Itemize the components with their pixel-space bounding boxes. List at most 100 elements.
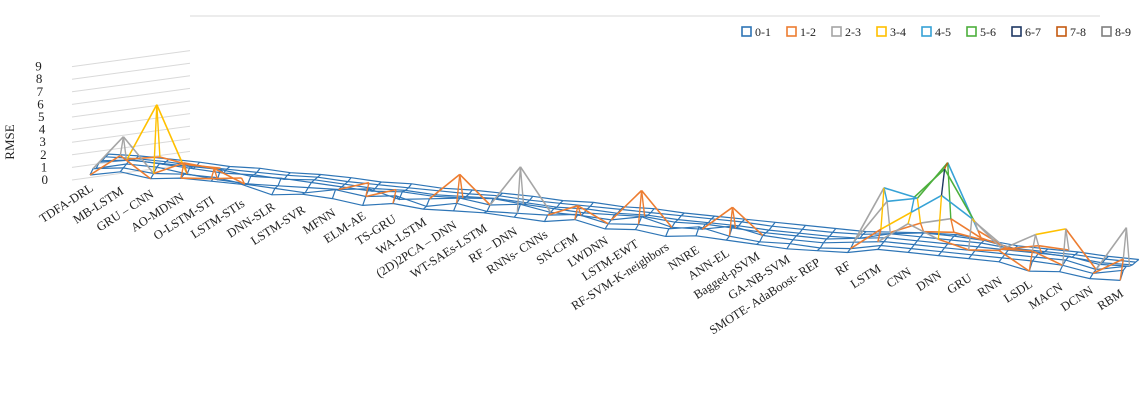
legend-swatch: [921, 26, 932, 37]
legend-swatch: [1011, 26, 1022, 37]
surface-segment: [998, 248, 1003, 252]
surface-segment: [1119, 258, 1124, 281]
surface-segment: [950, 218, 955, 233]
surface-segment: [183, 162, 215, 170]
legend-label: 0-1: [755, 25, 771, 39]
surface-segment: [1125, 227, 1131, 267]
legend-swatch: [786, 26, 797, 37]
surface-segment: [907, 212, 912, 224]
floor-col-line: [937, 234, 958, 256]
surface-segment: [1034, 234, 1040, 246]
floor-col-line: [877, 231, 897, 250]
surface-segment: [516, 166, 522, 214]
surface-segment: [1037, 245, 1043, 254]
surface-segment: [937, 195, 943, 240]
surface-segment: [910, 194, 942, 213]
floor-col-line: [907, 232, 927, 253]
surface-segment: [977, 230, 982, 239]
surface-segment: [213, 167, 245, 185]
surface-segment: [880, 211, 912, 230]
gridline: [71, 163, 191, 181]
surface-segment: [119, 136, 125, 156]
category-label: LSTM: [848, 261, 884, 291]
floor-col-line: [816, 228, 837, 252]
surface-segment: [1065, 228, 1097, 270]
floor-col-line: [331, 177, 352, 199]
surface-segment: [637, 190, 643, 225]
z-axis-label: RMSE: [2, 124, 17, 159]
surface-segment: [913, 168, 946, 198]
surface-segment: [640, 190, 646, 217]
legend-swatch: [1101, 26, 1112, 37]
z-tick-label: 4: [39, 122, 46, 137]
legend-swatch: [876, 26, 887, 37]
floor-col-line: [665, 212, 685, 237]
category-label: RF: [833, 258, 853, 278]
surface-segment: [1032, 250, 1064, 267]
surface-segment: [125, 104, 158, 161]
gridline: [71, 62, 191, 80]
surface-segment: [365, 182, 370, 197]
surface-segment: [947, 162, 952, 219]
surface-segment: [887, 197, 918, 203]
surface-segment: [1122, 227, 1128, 260]
surface-segment: [968, 249, 1000, 252]
surface-segment: [941, 194, 973, 220]
surface-segment: [1095, 227, 1128, 270]
surface-segment: [210, 168, 215, 179]
surface-segment: [1062, 228, 1067, 266]
surface-segment: [1065, 228, 1070, 251]
surface-segment: [943, 168, 976, 223]
surface-segment: [122, 136, 128, 161]
surface-segment: [89, 154, 121, 176]
gridline: [71, 125, 191, 143]
surface-segment: [338, 181, 370, 191]
surface-segment: [519, 166, 525, 205]
floor-col-line: [210, 166, 231, 182]
gridline: [71, 50, 191, 68]
z-tick-label: 9: [35, 59, 42, 74]
surface-segment: [183, 162, 188, 175]
surface-segment: [728, 207, 734, 237]
surface-segment: [122, 136, 155, 175]
legend-label: 8-9: [1115, 25, 1131, 39]
surface-segment: [456, 174, 461, 204]
surface-segment: [853, 187, 885, 243]
surface-segment: [731, 206, 764, 236]
surface-segment: [92, 136, 124, 170]
legend-label: 7-8: [1070, 25, 1086, 39]
floor-col-line: [574, 202, 594, 220]
floor-col-line: [271, 172, 291, 196]
surface-segment: [998, 249, 1030, 272]
category-label: RBM: [1095, 286, 1126, 313]
floor-col-line: [756, 221, 776, 245]
surface-segment: [211, 177, 242, 180]
surface-segment: [129, 156, 160, 160]
legend-label: 4-5: [935, 25, 951, 39]
surface-segment: [883, 187, 915, 198]
surface-segment: [610, 189, 643, 221]
surface-segment: [940, 168, 946, 196]
surface-lines: [89, 104, 1131, 281]
legend-label: 1-2: [800, 25, 816, 39]
floor-col-line: [392, 183, 413, 204]
surface-segment: [919, 222, 925, 232]
z-tick-label: 7: [37, 84, 44, 99]
surface-segment: [950, 218, 982, 239]
gridline: [71, 75, 191, 93]
surface-segment: [910, 197, 915, 213]
surface-segment: [156, 104, 161, 158]
surface-segment: [920, 217, 951, 224]
legend-label: 3-4: [890, 25, 906, 39]
surface-segment: [916, 198, 922, 224]
back-gridlines: [71, 15, 1100, 181]
surface-segment: [428, 173, 461, 200]
floor-col-line: [695, 215, 715, 236]
surface-segment: [850, 228, 882, 250]
surface-segment: [938, 238, 969, 251]
surface-segment: [943, 162, 949, 170]
surface-segment: [392, 189, 397, 204]
